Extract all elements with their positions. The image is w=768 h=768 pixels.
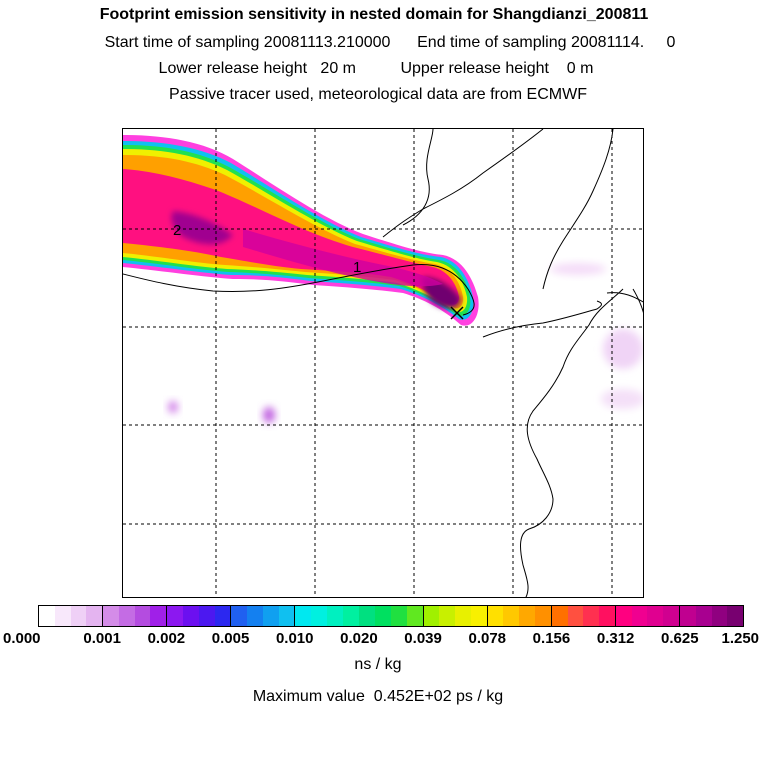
colorbar-swatch (727, 606, 744, 626)
tracer-info: Passive tracer used, meteorological data… (169, 86, 587, 103)
colorbar-swatch (295, 606, 312, 626)
coastline-peninsula (402, 129, 434, 226)
colorbar-swatch (391, 606, 407, 626)
release-heights: Lower release height 20 m Upper release … (158, 60, 594, 77)
sampling-times: Start time of sampling 20081113.210000 E… (104, 34, 676, 51)
plume-markers: 2 1 (173, 222, 464, 320)
colorbar-swatch (535, 606, 551, 626)
minor-sensitivity-spots (168, 263, 643, 423)
colorbar-tick-label: 0.039 (404, 630, 442, 647)
colorbar-tick-label: 0.312 (596, 630, 635, 647)
colorbar-swatch (342, 606, 359, 626)
colorbar-interval (487, 606, 552, 626)
colorbar-swatch (487, 606, 504, 626)
spot-east-1 (550, 263, 606, 275)
colorbar-swatch (551, 606, 568, 626)
coastlines (123, 129, 643, 597)
colorbar-swatch (470, 606, 487, 626)
colorbar-swatch (54, 606, 71, 626)
colorbar-swatch (150, 606, 167, 626)
emission-plume (123, 135, 479, 326)
colorbar-swatch (86, 606, 103, 626)
marker-label-1: 1 (353, 259, 361, 276)
spot-central (263, 407, 275, 423)
colorbar-tick-label: 0.156 (532, 630, 571, 647)
colorbar-swatch (134, 606, 151, 626)
colorbar-tick-label: 0.005 (211, 630, 250, 647)
colorbar-swatch (214, 606, 231, 626)
coastline-korea-south (632, 288, 643, 313)
coastline-china-east (520, 288, 624, 597)
coastline-bohai-north (123, 264, 475, 316)
colorbar (38, 605, 744, 627)
colorbar-interval (295, 606, 360, 626)
maximum-value: Maximum value 0.452E+02 ps / kg (252, 688, 504, 705)
colorbar-swatch (503, 606, 520, 626)
colorbar-swatch (439, 606, 456, 626)
plume-core (171, 211, 233, 245)
colorbar-interval (231, 606, 296, 626)
colorbar-interval (423, 606, 488, 626)
colorbar-tick-label: 0.000 (2, 630, 41, 647)
colorbar-tick-label: 0.002 (147, 630, 186, 647)
colorbar-tick-label: 0.010 (275, 630, 314, 647)
colorbar-swatch (615, 606, 632, 626)
colorbar-swatch (359, 606, 376, 626)
colorbar-tick-label: 0.078 (468, 630, 507, 647)
marker-label-2: 2 (173, 222, 181, 239)
colorbar-tick-label: 0.625 (661, 630, 699, 647)
colorbar-interval (679, 606, 744, 626)
colorbar-swatch (247, 606, 263, 626)
colorbar-interval (551, 606, 616, 626)
colorbar-swatch (663, 606, 679, 626)
colorbar-swatch (262, 606, 279, 626)
spot-east-3 (601, 389, 643, 409)
colorbar-swatch (423, 606, 440, 626)
colorbar-tick-label: 0.001 (83, 630, 121, 647)
spot-west (168, 401, 178, 413)
coastline-yellow-sea (542, 129, 614, 290)
colorbar-swatch (167, 606, 183, 626)
colorbar-swatch (406, 606, 423, 626)
colorbar-interval (167, 606, 232, 626)
colorbar-swatch (70, 606, 87, 626)
lat-lon-grid (123, 129, 643, 597)
colorbar-interval (39, 606, 104, 626)
plot-title: Footprint emission sensitivity in nested… (99, 6, 649, 23)
colorbar-swatch (118, 606, 135, 626)
colorbar-swatch (39, 606, 55, 626)
colorbar-swatch (631, 606, 648, 626)
footprint-map: 2 1 (122, 128, 644, 598)
colorbar-swatch (599, 606, 615, 626)
colorbar-swatch (278, 606, 295, 626)
colorbar-swatch (647, 606, 664, 626)
plume-band-purple (243, 229, 443, 287)
colorbar-swatch (711, 606, 728, 626)
colorbar-swatch (326, 606, 343, 626)
colorbar-tick-label: 1.250 (721, 630, 760, 647)
colorbar-swatch (375, 606, 392, 626)
colorbar-swatch (695, 606, 712, 626)
colorbar-swatch (311, 606, 327, 626)
map-canvas: 2 1 (123, 129, 643, 597)
colorbar-swatch (198, 606, 215, 626)
colorbar-swatch (455, 606, 471, 626)
colorbar-tick-label: 0.020 (340, 630, 378, 647)
coastline-island (606, 292, 643, 303)
coastline-korea (382, 129, 544, 238)
colorbar-swatch (679, 606, 696, 626)
colorbar-swatch (567, 606, 584, 626)
colorbar-swatch (182, 606, 199, 626)
release-site-marker (450, 306, 464, 320)
colorbar-unit: ns / kg (354, 656, 402, 673)
spot-east-2 (603, 329, 643, 369)
colorbar-interval (615, 606, 680, 626)
colorbar-swatch (519, 606, 535, 626)
colorbar-swatch (583, 606, 600, 626)
colorbar-interval (103, 606, 168, 626)
colorbar-swatch (231, 606, 248, 626)
colorbar-swatch (103, 606, 119, 626)
colorbar-interval (359, 606, 424, 626)
